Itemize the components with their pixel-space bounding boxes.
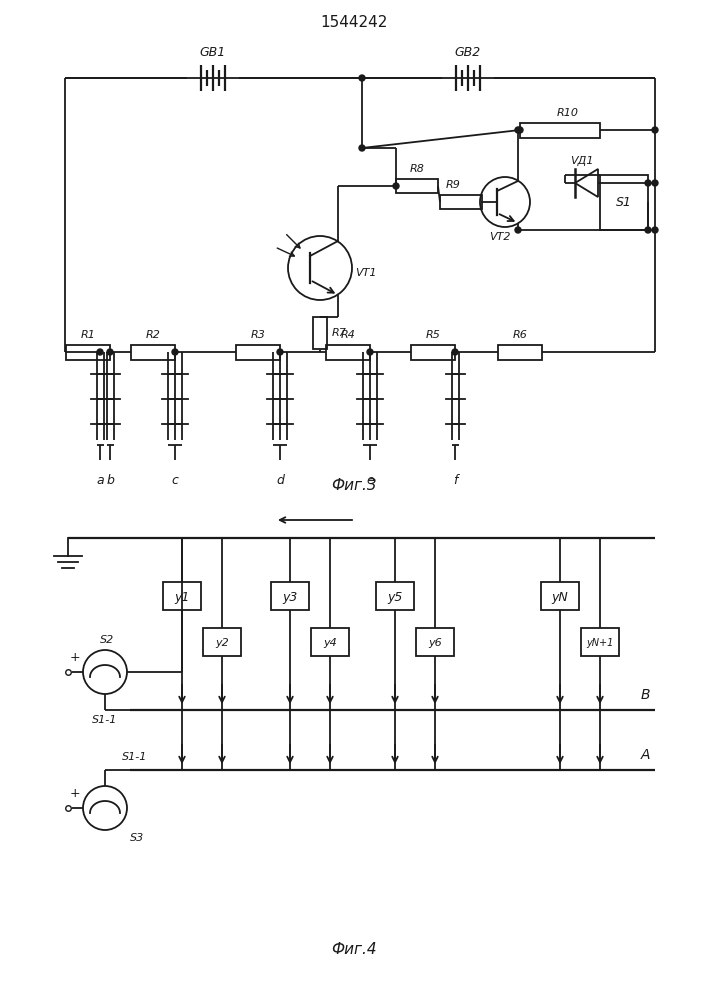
Text: R10: R10 <box>557 108 579 118</box>
Circle shape <box>359 75 365 81</box>
Text: e: e <box>366 474 374 487</box>
Text: R9: R9 <box>445 180 460 190</box>
Bar <box>411 344 455 360</box>
Text: B: B <box>641 688 650 702</box>
Bar <box>271 582 309 610</box>
Text: VT2: VT2 <box>489 232 510 242</box>
Bar <box>313 317 327 349</box>
Text: у1: у1 <box>175 590 189 603</box>
Text: у3: у3 <box>282 590 298 603</box>
Bar <box>326 344 370 360</box>
Text: R6: R6 <box>513 330 527 340</box>
Circle shape <box>452 349 458 355</box>
Bar <box>600 175 648 230</box>
Text: уN+1: уN+1 <box>586 638 614 648</box>
Circle shape <box>652 180 658 186</box>
Text: у6: у6 <box>428 638 442 648</box>
Circle shape <box>97 349 103 355</box>
Bar <box>541 582 579 610</box>
Text: +: + <box>70 651 81 664</box>
Bar <box>66 344 110 360</box>
Text: уN: уN <box>551 590 568 603</box>
Bar <box>498 344 542 360</box>
Circle shape <box>393 183 399 189</box>
Text: R2: R2 <box>146 330 160 340</box>
Circle shape <box>277 349 283 355</box>
Bar <box>236 344 280 360</box>
Text: у5: у5 <box>387 590 403 603</box>
Circle shape <box>515 127 521 133</box>
Text: R4: R4 <box>341 330 356 340</box>
Bar <box>131 344 175 360</box>
Bar <box>581 628 619 656</box>
Circle shape <box>652 127 658 133</box>
Text: S3: S3 <box>130 833 144 843</box>
Text: R5: R5 <box>426 330 440 340</box>
Text: у2: у2 <box>215 638 229 648</box>
Text: S1: S1 <box>616 196 632 209</box>
Bar <box>163 582 201 610</box>
Text: S1-1: S1-1 <box>93 715 117 725</box>
Text: Фиг.4: Фиг.4 <box>331 942 377 957</box>
Text: d: d <box>276 474 284 487</box>
Circle shape <box>367 349 373 355</box>
Text: b: b <box>106 474 114 487</box>
Text: GB2: GB2 <box>455 46 481 59</box>
Circle shape <box>359 145 365 151</box>
Text: A: A <box>641 748 650 762</box>
Bar <box>203 628 241 656</box>
Circle shape <box>107 349 113 355</box>
Text: R1: R1 <box>81 330 95 340</box>
Circle shape <box>652 227 658 233</box>
Text: f: f <box>452 474 457 487</box>
Text: у4: у4 <box>323 638 337 648</box>
Bar <box>396 179 438 193</box>
Bar <box>520 122 600 137</box>
Text: S1-1: S1-1 <box>122 752 148 762</box>
Bar <box>376 582 414 610</box>
Text: Фиг.3: Фиг.3 <box>331 478 377 493</box>
Text: R3: R3 <box>250 330 265 340</box>
Text: R8: R8 <box>409 164 424 174</box>
Circle shape <box>645 180 651 186</box>
Text: 1544242: 1544242 <box>320 15 387 30</box>
Bar <box>416 628 454 656</box>
Text: GB1: GB1 <box>200 46 226 59</box>
Circle shape <box>172 349 178 355</box>
Text: +: + <box>70 787 81 800</box>
Circle shape <box>517 127 523 133</box>
Text: VД1: VД1 <box>570 156 593 166</box>
Text: c: c <box>172 474 178 487</box>
Text: S2: S2 <box>100 635 114 645</box>
Text: a: a <box>96 474 104 487</box>
Circle shape <box>645 227 651 233</box>
Bar <box>311 628 349 656</box>
Text: R7: R7 <box>332 328 347 338</box>
Circle shape <box>515 227 521 233</box>
Bar <box>440 195 482 209</box>
Text: VT1: VT1 <box>355 268 377 278</box>
